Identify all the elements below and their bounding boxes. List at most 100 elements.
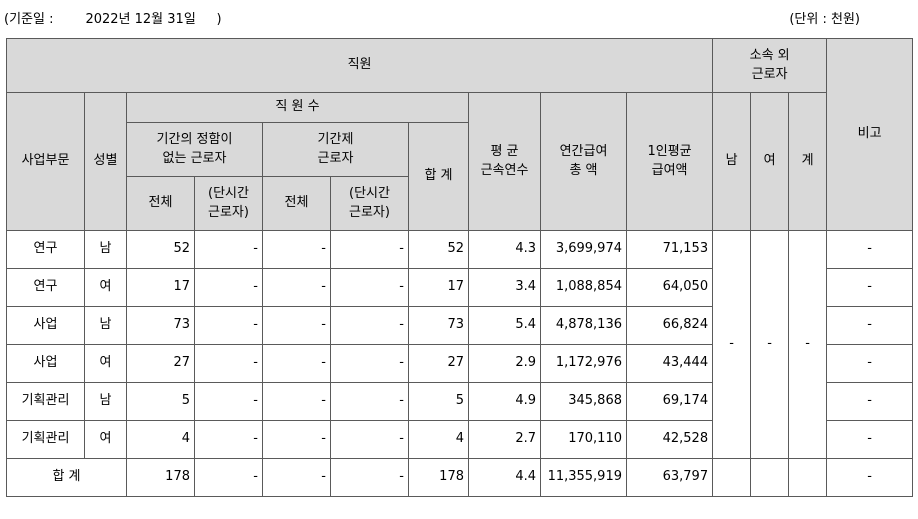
cell-salary-avg: 69,174 (625, 382, 714, 421)
header-female: 여 (750, 92, 790, 231)
cell-salary-total: 345,868 (540, 382, 627, 421)
cell-affiliated-sum: - (788, 230, 828, 459)
table-row: 기획관리 여 4 - - - 4 2.7 170,110 42,528 - (6, 420, 914, 459)
cell-gender: 남 (84, 306, 127, 345)
header-male: 남 (712, 92, 752, 231)
cell-total: 17 (408, 268, 469, 307)
cell-cont-total: - (262, 306, 331, 345)
header-division: 사업부문 (6, 92, 85, 231)
header-affiliated-line1: 소속 외 (749, 47, 790, 63)
cell-total-label: 합 계 (6, 458, 127, 497)
cell-gender: 여 (84, 268, 127, 307)
header-parttime-line1: (단시간 (208, 185, 249, 201)
cell-cont-part: - (330, 458, 409, 497)
cell-affiliated-male-total (712, 458, 752, 497)
cell-salary-avg: 66,824 (625, 306, 714, 345)
cell-remark: - (826, 230, 914, 269)
cell-total: 5 (408, 382, 469, 421)
cell-gender: 여 (84, 420, 127, 459)
cell-tenure: 4.9 (468, 382, 541, 421)
cell-tenure: 4.3 (468, 230, 541, 269)
cell-perm-part: - (194, 306, 263, 345)
cell-remark: - (826, 344, 914, 383)
cell-salary-total: 1,088,854 (540, 268, 627, 307)
cell-perm-total: 73 (126, 306, 195, 345)
table-row: 연구 남 52 - - - 52 4.3 3,699,974 71,153 - … (6, 230, 914, 459)
cell-gender: 남 (84, 382, 127, 421)
cell-division: 사업 (6, 344, 85, 383)
header-row-3: 기간의 정함이 없는 근로자 기간제 근로자 합 계 (7, 122, 913, 231)
header-parttime-line2: 근로자) (208, 204, 249, 220)
cell-gender: 남 (84, 230, 127, 269)
cell-cont-part: - (330, 268, 409, 307)
cell-cont-total: - (262, 230, 331, 269)
cell-perm-total: 52 (126, 230, 195, 269)
cell-remark: - (826, 306, 914, 345)
cell-cont-part: - (330, 420, 409, 459)
header-remarks: 비고 (826, 38, 914, 231)
cell-salary-avg: 71,153 (625, 230, 714, 269)
cell-perm-total: 27 (126, 344, 195, 383)
table-row: 사업 여 27 - - - 27 2.9 1,172,976 43,444 - (6, 344, 914, 383)
cell-total: 27 (408, 344, 469, 383)
header-row-1: 직원 소속 외 근로자 비고 (5, 38, 914, 231)
cell-remark: - (826, 420, 914, 459)
cell-division: 사업 (6, 306, 85, 345)
header-permanent: 기간의 정함이 없는 근로자 (126, 122, 263, 177)
header-permanent-all: 전체 (126, 176, 195, 231)
header-salary-line2: 총 액 (569, 162, 598, 178)
cell-perm-total: 5 (126, 382, 195, 421)
cell-affiliated-female-total (750, 458, 790, 497)
unit-label: (단위 : 천원) (789, 12, 860, 27)
cell-perm-total: 17 (126, 268, 195, 307)
table-row: 사업 남 73 - - - 73 5.4 4,878,136 66,824 - (6, 306, 914, 345)
base-date-label: (기준일 : (4, 12, 54, 27)
base-date-close: ) (216, 12, 222, 27)
cell-total: 73 (408, 306, 469, 345)
cell-salary-total: 170,110 (540, 420, 627, 459)
header-contract-all: 전체 (262, 176, 331, 231)
total-row: 합 계 178 - - - 178 4.4 11,355,919 63,797 … (6, 458, 914, 497)
cell-tenure: 4.4 (468, 458, 541, 497)
cell-affiliated-female: - (750, 230, 790, 459)
cell-perm-part: - (194, 382, 263, 421)
header-affiliated-line2: 근로자 (751, 66, 788, 82)
cell-cont-total: - (262, 458, 331, 497)
header-total-sum: 합 계 (408, 122, 469, 231)
base-date: (기준일 : 2022년 12월 31일 ) (4, 8, 222, 27)
cell-salary-total: 1,172,976 (540, 344, 627, 383)
cell-division: 기획관리 (6, 420, 85, 459)
header-row-4: 전체 (단시간 근로자) 전체 (단시간 근로자) (7, 176, 913, 231)
header-row-2: 사업부문 성별 직 원 수 평 균 근속연수 연간급여 총 액 1인평균 급여액 남 … (6, 92, 913, 231)
header-contract-line2: 근로자 (317, 150, 354, 166)
cell-salary-avg: 63,797 (625, 458, 714, 497)
cell-perm-total: 4 (126, 420, 195, 459)
cell-cont-part: - (330, 230, 409, 269)
header-tenure-line1: 평 균 (490, 143, 519, 159)
cell-cont-total: - (262, 268, 331, 307)
cell-perm-part: - (194, 458, 263, 497)
cell-cont-total: - (262, 382, 331, 421)
header-salary-line1: 연간급여 (559, 143, 608, 159)
header-permanent-line2: 없는 근로자 (162, 150, 227, 166)
cell-division: 연구 (6, 230, 85, 269)
cell-tenure: 2.9 (468, 344, 541, 383)
cell-total: 4 (408, 420, 469, 459)
cell-affiliated-sum-total (788, 458, 828, 497)
cell-perm-part: - (194, 268, 263, 307)
header-tenure-line2: 근속연수 (480, 162, 529, 178)
cell-total: 52 (408, 230, 469, 269)
header-sum: 계 (788, 92, 828, 231)
cell-perm-part: - (194, 230, 263, 269)
header-staff-count: 직 원 수 (126, 92, 469, 123)
cell-salary-total: 3,699,974 (540, 230, 627, 269)
header-avg-salary-line1: 1인평균 (647, 143, 692, 159)
cell-cont-total: - (262, 420, 331, 459)
cell-cont-total: - (262, 344, 331, 383)
cell-division: 연구 (6, 268, 85, 307)
base-date-value: 2022년 12월 31일 (85, 12, 196, 27)
cell-cont-part: - (330, 306, 409, 345)
cell-perm-total: 178 (126, 458, 195, 497)
table-row: 기획관리 남 5 - - - 5 4.9 345,868 69,174 - (6, 382, 914, 421)
